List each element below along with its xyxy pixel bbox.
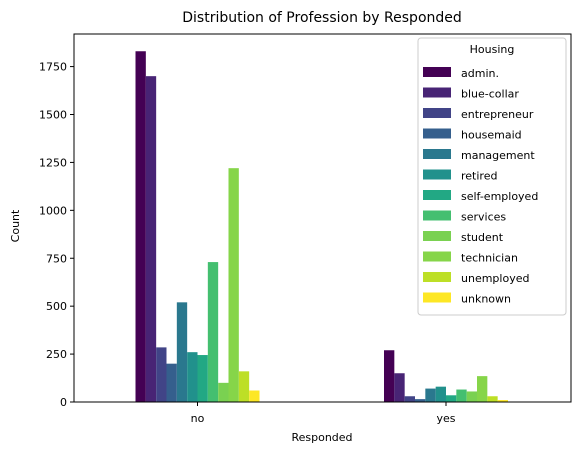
legend-swatch [423, 149, 451, 159]
bar-yes-retired [435, 386, 446, 402]
bar-no-retired [187, 352, 198, 402]
bar-no-entrepreneur [156, 347, 167, 403]
y-tick-label: 250 [46, 348, 67, 361]
y-tick-label: 500 [46, 300, 67, 313]
x-axis-label: Responded [291, 431, 352, 444]
legend-label: retired [461, 170, 497, 183]
legend-swatch [423, 128, 451, 139]
legend-label: self-employed [461, 190, 538, 203]
legend-swatch [423, 251, 451, 262]
legend-label: blue-collar [461, 88, 519, 101]
bar-no-student [218, 382, 229, 402]
bar-yes-student [466, 391, 477, 402]
legend-swatch [423, 231, 451, 241]
legend-label: entrepreneur [461, 108, 534, 121]
bar-no-admin [135, 51, 146, 402]
bar-no-unknown [249, 390, 260, 402]
bar-yes-unemployed [487, 396, 498, 402]
legend-swatch [423, 67, 451, 77]
legend-label: unknown [461, 293, 511, 306]
bar-no-services [207, 262, 219, 402]
y-tick-label: 0 [60, 396, 67, 409]
bar-yes-management [425, 388, 436, 402]
bar-no-blue-collar [145, 76, 157, 403]
bar-yes-housemaid [415, 399, 426, 403]
bar-yes-services [456, 389, 467, 402]
legend-swatch [423, 108, 451, 118]
legend-label: admin. [461, 67, 499, 80]
bar-no-unemployed [238, 371, 250, 402]
bar-no-housemaid [166, 363, 177, 402]
legend-label: management [461, 149, 535, 162]
bar-no-technician [228, 168, 239, 402]
bar-yes-technician [477, 376, 488, 403]
legend-label: services [461, 211, 506, 224]
legend-swatch [423, 190, 451, 200]
chart-title: Distribution of Profession by Responded [182, 10, 462, 26]
plot-frame [73, 33, 572, 403]
bar-yes-self-employed [446, 395, 457, 402]
legend-label: student [461, 231, 504, 244]
y-tick-label: 1250 [39, 156, 67, 169]
x-ticks: no yes [191, 402, 456, 425]
legend-label: unemployed [461, 272, 529, 285]
bar-yes-blue-collar [394, 373, 405, 402]
bar-no-management [176, 302, 188, 402]
bar-yes-admin [384, 350, 395, 402]
x-tick-label-no: no [191, 412, 205, 425]
bar-no-self-employed [197, 355, 208, 402]
y-axis-label: Count [9, 209, 22, 242]
legend: Housing admin. blue-collar entrepreneur hou… [417, 37, 567, 316]
y-tick-label: 1000 [39, 204, 67, 217]
legend-label: housemaid [461, 129, 522, 142]
bar-yes-entrepreneur [404, 396, 415, 402]
legend-label: technician [461, 252, 518, 265]
legend-swatch [423, 87, 451, 98]
y-ticks: 0 250 500 750 1000 1250 1500 1750 [39, 61, 74, 409]
x-tick-label-yes: yes [436, 412, 455, 425]
bars-group [135, 51, 508, 403]
legend-swatch [423, 272, 451, 282]
legend-swatch [423, 292, 451, 303]
legend-swatch [423, 169, 451, 180]
legend-swatch [423, 210, 451, 221]
y-tick-label: 750 [46, 252, 67, 265]
y-tick-label: 1750 [39, 61, 67, 74]
y-tick-label: 1500 [39, 109, 67, 122]
bar-yes-unknown [497, 400, 508, 402]
legend-box [417, 37, 567, 316]
legend-title: Housing [470, 43, 515, 56]
